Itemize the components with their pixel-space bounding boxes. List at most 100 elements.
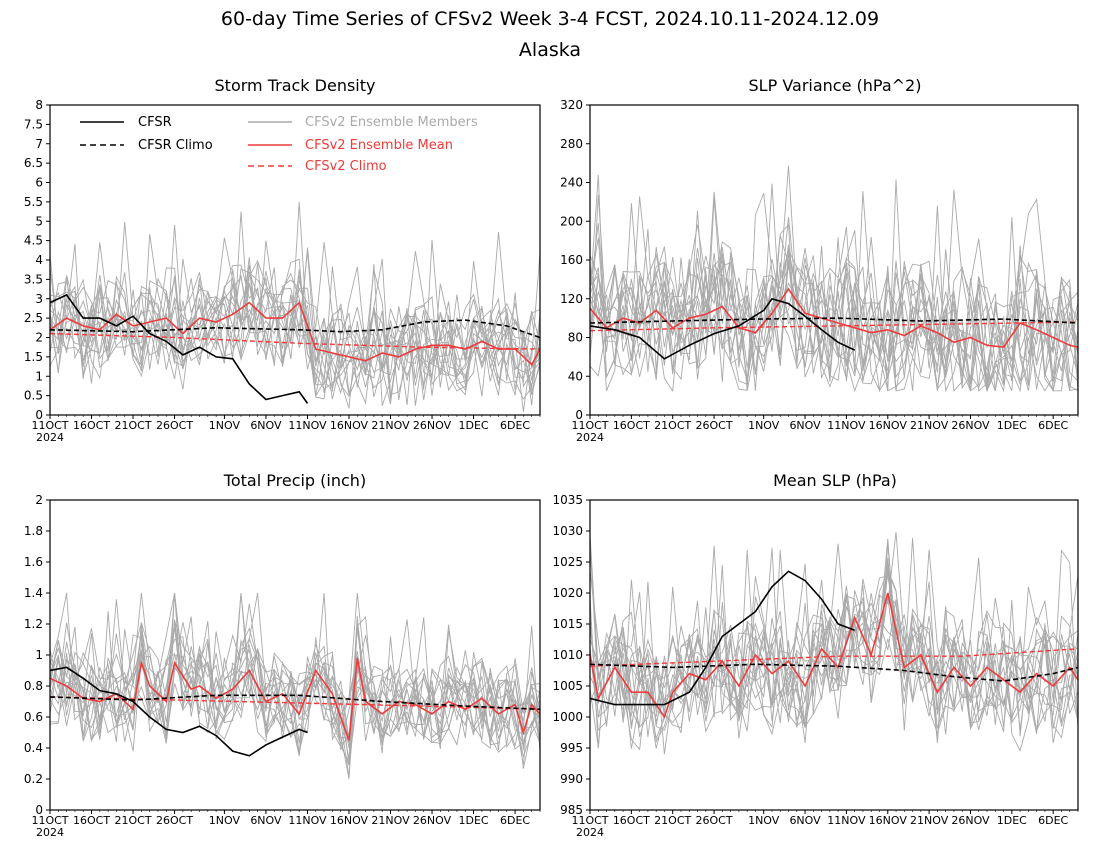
x-tick-label: 21NOV [910, 419, 949, 432]
x-tick-label: 21OCT [115, 419, 152, 432]
y-tick-label: 2.5 [24, 311, 43, 325]
x-tick-label: 21OCT [654, 814, 691, 827]
legend-members-label: CFSv2 Ensemble Members [305, 115, 478, 130]
x-tick-label: 6NOV [789, 419, 821, 432]
y-tick-label: 0.8 [24, 679, 43, 693]
y-tick-label: 1 [35, 369, 43, 383]
figure-subtitle: Alaska [519, 39, 581, 61]
x-tick-label: 11OCT [31, 419, 68, 432]
y-tick-label: 1000 [552, 710, 583, 724]
y-tick-label: 80 [568, 331, 583, 345]
x-tick-label: 6DEC [500, 814, 530, 827]
y-tick-label: 1005 [552, 679, 583, 693]
x-tick-label: 1NOV [209, 814, 241, 827]
y-tick-label: 120 [560, 292, 583, 306]
y-tick-label: 1020 [552, 586, 583, 600]
x-tick-label: 1DEC [459, 419, 489, 432]
x-tick-label: 16OCT [73, 814, 110, 827]
panel-storm-track-density: Storm Track Density 0 0.5 1 1.5 2 2.5 3 3.5 4 4.5… [24, 76, 541, 444]
plot-frame [49, 104, 541, 416]
plot-area [50, 592, 540, 780]
y-tick-label: 1.6 [24, 555, 43, 569]
x-tick-label: 1NOV [748, 814, 780, 827]
y-tick-label: 6 [35, 176, 43, 190]
panel-title: Total Precip (inch) [223, 471, 366, 490]
y-tick-label: 4 [35, 253, 43, 267]
y-tick-label: 3 [35, 292, 43, 306]
ensemble-member-line [50, 592, 540, 753]
y-tick-label: 2 [35, 493, 43, 507]
ensemble-member-line [50, 603, 540, 769]
cfsr-climo-line [50, 319, 540, 339]
x-tick-label: 1DEC [997, 814, 1027, 827]
x-year-label: 2024 [36, 826, 64, 839]
x-tick-label: 21OCT [115, 814, 152, 827]
ensemble-mean-line [590, 287, 1078, 349]
y-tick-label: 1025 [552, 555, 583, 569]
y-tick-label: 0.4 [24, 741, 43, 755]
ensemble-member-line [50, 252, 540, 395]
y-tick-label: 4.5 [24, 234, 43, 248]
cfsr-climo-line [50, 694, 540, 711]
ensemble-member-line [50, 592, 540, 777]
ensemble-member-line [590, 538, 1078, 749]
cfsr-line [590, 570, 855, 706]
y-tick-label: 0.2 [24, 772, 43, 786]
x-tick-label: 26NOV [951, 419, 990, 432]
x-tick-label: 16OCT [73, 419, 110, 432]
cfsr-line [590, 297, 856, 360]
x-tick-label: 26NOV [413, 419, 452, 432]
x-tick-label: 16NOV [330, 814, 369, 827]
panel-total-precip: Total Precip (inch) 0 0.2 0.4 0.6 0.8 1 1.2 1.4… [24, 471, 541, 839]
y-tick-label: 240 [560, 176, 583, 190]
ensemble-mean-line [50, 657, 540, 741]
x-tick-label: 26OCT [696, 814, 733, 827]
x-tick-label: 6NOV [250, 419, 282, 432]
x-tick-label: 6NOV [250, 814, 282, 827]
y-tick-label: 1030 [552, 524, 583, 538]
cfsv2-climo-line [590, 321, 1078, 332]
legend-cfsr-climo-label: CFSR Climo [138, 138, 213, 153]
ensemble-member-line [590, 545, 1078, 735]
x-tick-label: 16NOV [869, 419, 908, 432]
ensemble-mean-line [590, 592, 1078, 719]
ensemble-member-line [590, 237, 1078, 393]
y-tick-label: 280 [560, 137, 583, 151]
x-tick-label: 11NOV [827, 814, 866, 827]
y-tick-label: 7.5 [24, 117, 43, 131]
x-tick-label: 26NOV [951, 814, 990, 827]
y-tick-label: 1.2 [24, 617, 43, 631]
x-tick-label: 1DEC [459, 814, 489, 827]
x-tick-label: 11NOV [288, 419, 327, 432]
y-tick-label: 3.5 [24, 272, 43, 286]
x-tick-label: 21OCT [654, 419, 691, 432]
ensemble-member-line [50, 211, 540, 400]
ensemble-member-line [590, 543, 1078, 735]
ensemble-member-line [50, 616, 540, 747]
legend-cfsr-label: CFSR [138, 115, 172, 130]
x-tick-label: 6DEC [500, 419, 530, 432]
y-tick-label: 0 [575, 408, 583, 422]
x-tick-label: 26NOV [413, 814, 452, 827]
y-tick-label: 0 [35, 408, 43, 422]
y-tick-label: 1.8 [24, 524, 43, 538]
ensemble-member-line [50, 611, 540, 759]
cfsv2-climo-line [590, 648, 1078, 667]
x-year-label: 2024 [576, 826, 604, 839]
x-tick-label: 21NOV [371, 419, 410, 432]
y-tick-label: 7 [35, 137, 43, 151]
y-tick-label: 40 [568, 369, 583, 383]
y-tick-label: 5.5 [24, 195, 43, 209]
y-tick-label: 1015 [552, 617, 583, 631]
x-tick-label: 6DEC [1038, 814, 1068, 827]
x-year-label: 2024 [576, 431, 604, 444]
x-tick-label: 11OCT [571, 419, 608, 432]
y-tick-label: 0 [35, 803, 43, 817]
x-tick-label: 16OCT [613, 814, 650, 827]
ensemble-member-line [590, 189, 1078, 393]
cfsr-line [50, 666, 308, 757]
ensemble-member-line [50, 635, 540, 744]
x-tick-label: 1NOV [209, 419, 241, 432]
y-tick-label: 990 [560, 772, 583, 786]
x-tick-label: 26OCT [156, 814, 193, 827]
